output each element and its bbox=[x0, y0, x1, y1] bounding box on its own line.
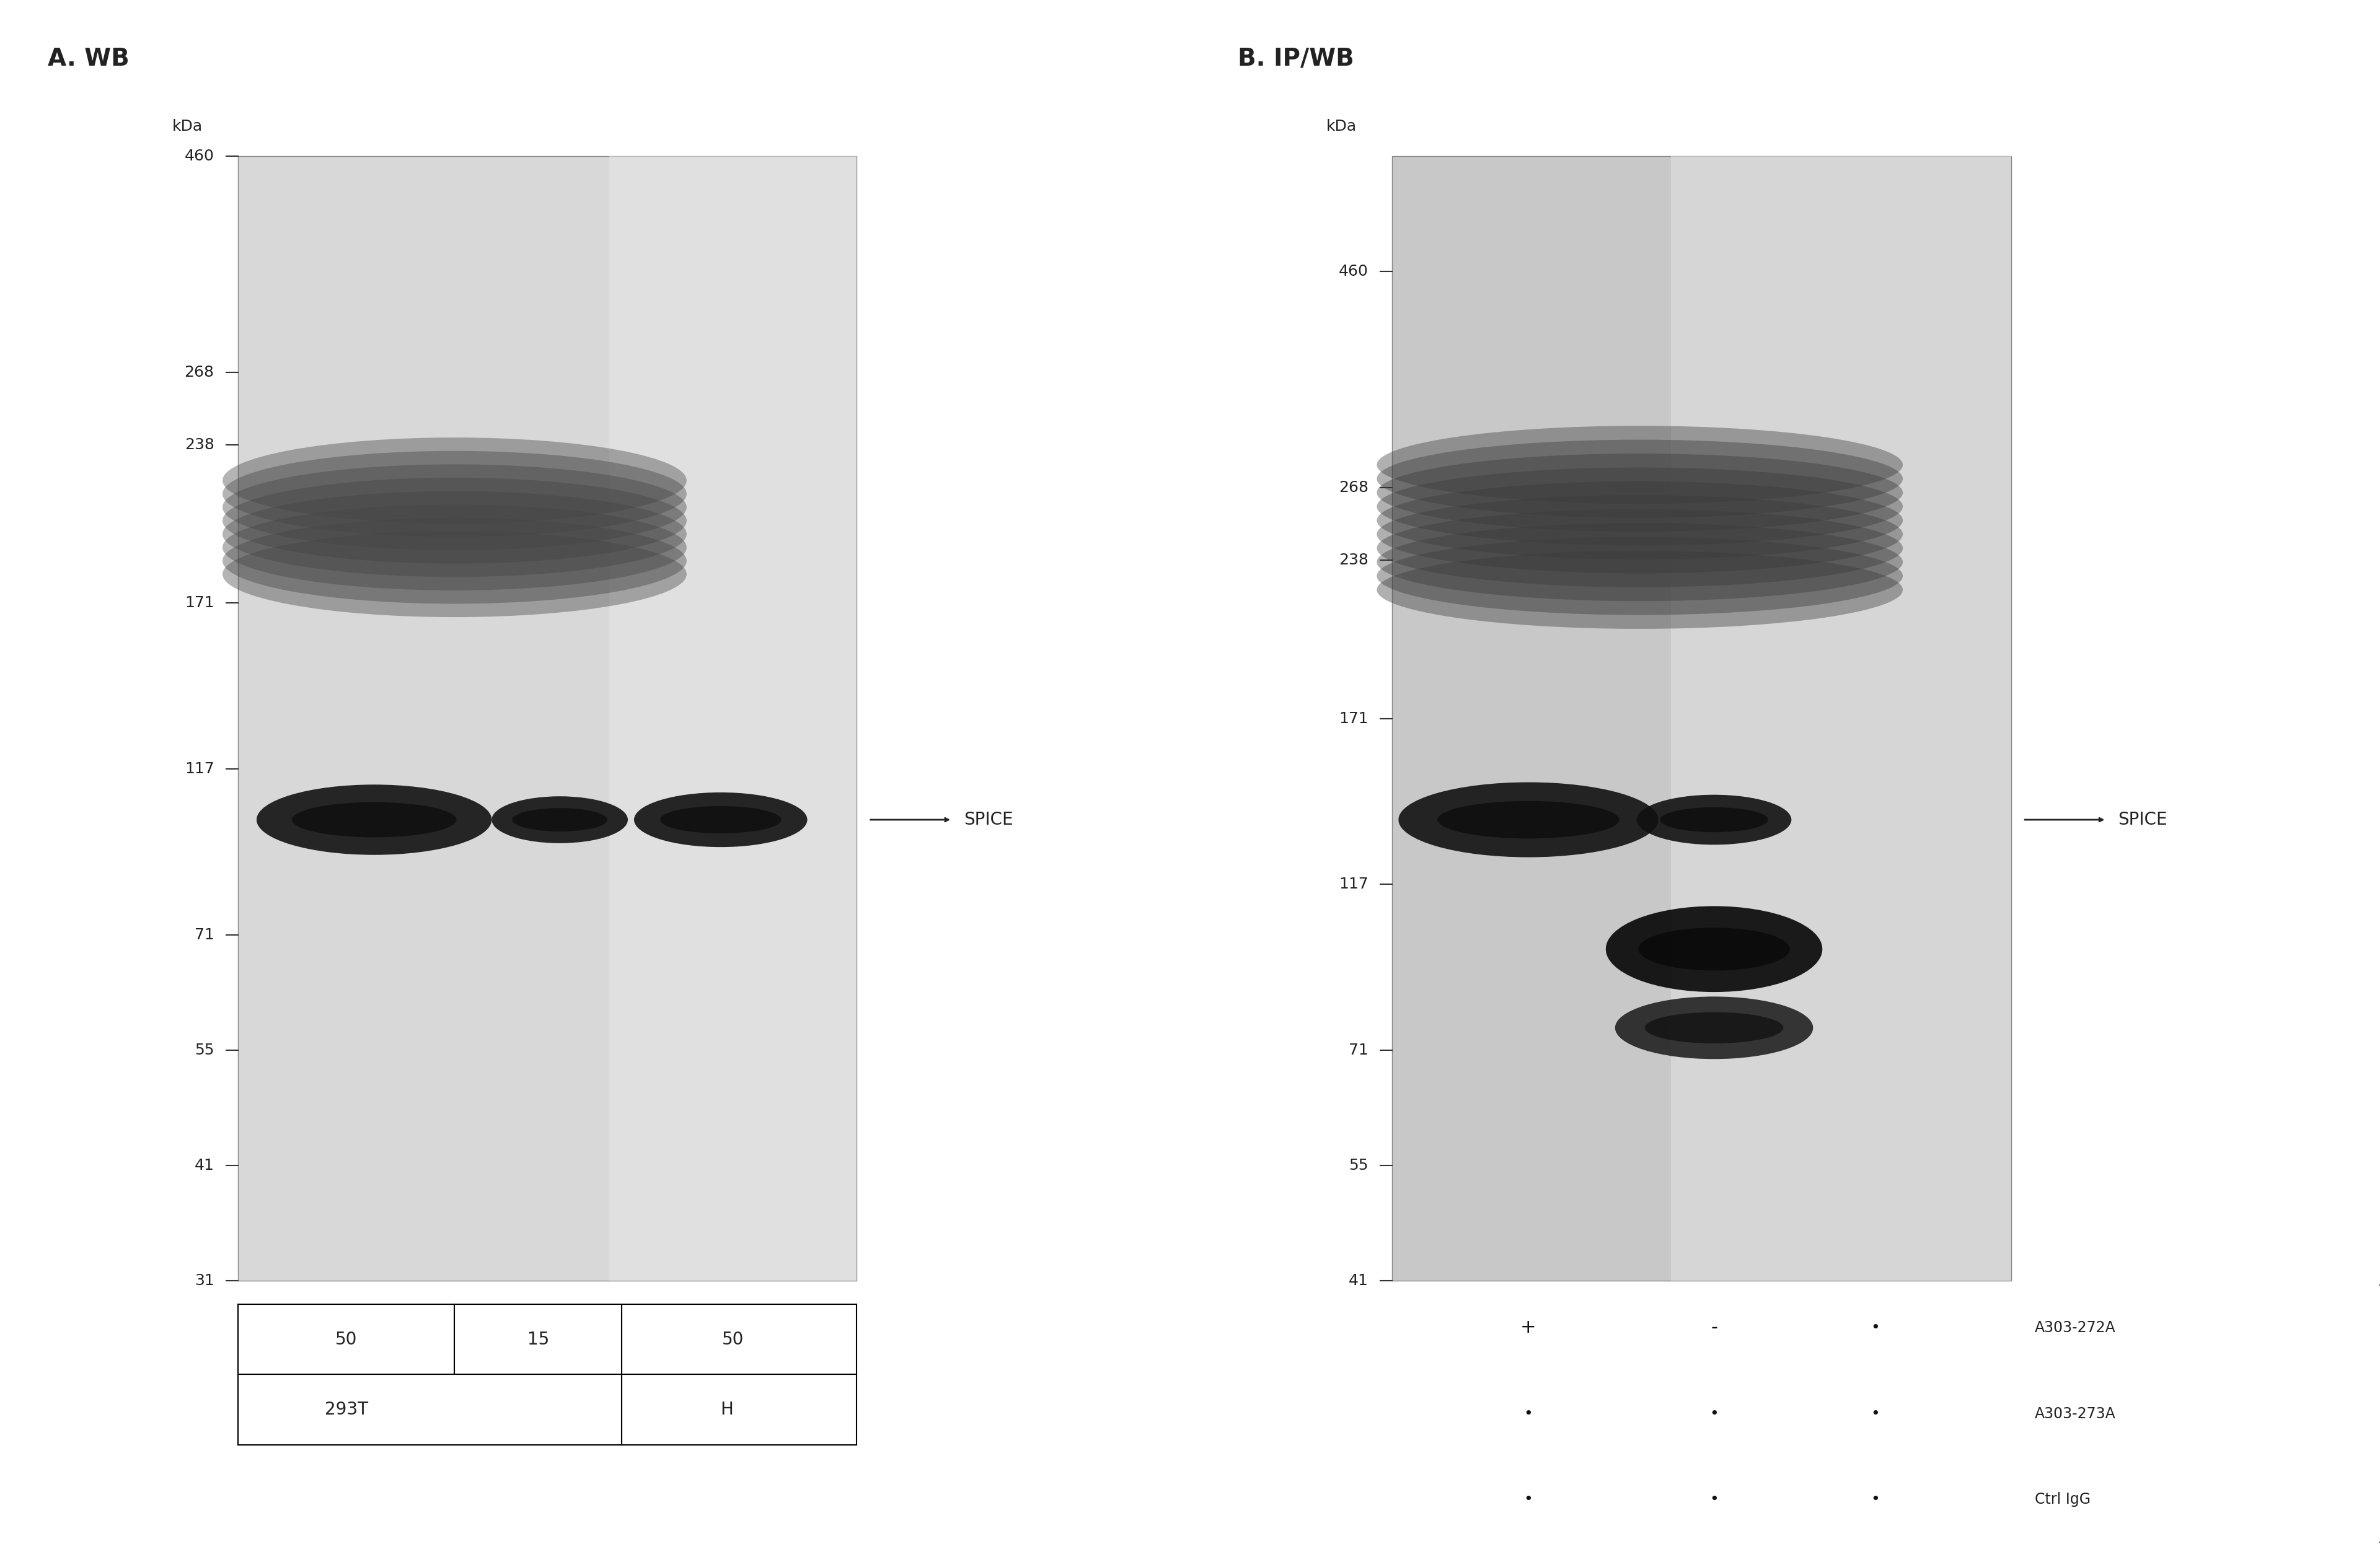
Ellipse shape bbox=[224, 437, 688, 523]
Ellipse shape bbox=[1606, 906, 1823, 992]
Text: A303-273A: A303-273A bbox=[2035, 1406, 2116, 1421]
Ellipse shape bbox=[1438, 801, 1618, 839]
Ellipse shape bbox=[1376, 495, 1904, 573]
Ellipse shape bbox=[224, 531, 688, 617]
Text: SPICE: SPICE bbox=[2118, 811, 2168, 828]
Ellipse shape bbox=[1616, 997, 1814, 1059]
Text: 171: 171 bbox=[1340, 711, 1368, 726]
Text: B. IP/WB: B. IP/WB bbox=[1238, 47, 1354, 70]
Ellipse shape bbox=[1376, 439, 1904, 517]
Text: •: • bbox=[1523, 1492, 1533, 1507]
Ellipse shape bbox=[1376, 467, 1904, 545]
Ellipse shape bbox=[493, 797, 628, 843]
Text: 71: 71 bbox=[1349, 1043, 1368, 1057]
Text: 55: 55 bbox=[195, 1043, 214, 1057]
Ellipse shape bbox=[1376, 509, 1904, 587]
Text: 268: 268 bbox=[183, 366, 214, 380]
Ellipse shape bbox=[1376, 481, 1904, 559]
Text: 55: 55 bbox=[1349, 1157, 1368, 1173]
Text: A. WB: A. WB bbox=[48, 47, 129, 70]
Text: 50: 50 bbox=[721, 1331, 745, 1348]
Text: •: • bbox=[1709, 1406, 1718, 1421]
Text: 41: 41 bbox=[195, 1157, 214, 1173]
Text: 238: 238 bbox=[186, 437, 214, 451]
Text: 117: 117 bbox=[1340, 876, 1368, 892]
Text: SPICE: SPICE bbox=[964, 811, 1014, 828]
Text: +: + bbox=[1521, 1318, 1537, 1337]
Text: •: • bbox=[1871, 1320, 1880, 1336]
Ellipse shape bbox=[224, 519, 688, 604]
Text: 15: 15 bbox=[528, 1331, 550, 1348]
Ellipse shape bbox=[257, 784, 493, 854]
Text: -: - bbox=[1711, 1318, 1718, 1337]
Bar bbox=[609, 156, 857, 1281]
Text: 171: 171 bbox=[186, 595, 214, 611]
Text: 71: 71 bbox=[195, 928, 214, 942]
Ellipse shape bbox=[293, 803, 457, 837]
Ellipse shape bbox=[1376, 551, 1904, 629]
Ellipse shape bbox=[224, 490, 688, 576]
Ellipse shape bbox=[659, 806, 781, 834]
Text: 293T: 293T bbox=[324, 1401, 369, 1418]
Ellipse shape bbox=[1376, 426, 1904, 505]
Text: 460: 460 bbox=[1340, 264, 1368, 280]
Text: 41: 41 bbox=[1349, 1273, 1368, 1289]
Text: •: • bbox=[1709, 1492, 1718, 1507]
Text: •: • bbox=[1871, 1492, 1880, 1507]
Ellipse shape bbox=[1376, 453, 1904, 531]
Ellipse shape bbox=[224, 451, 688, 537]
Text: Ctrl IgG: Ctrl IgG bbox=[2035, 1492, 2090, 1507]
Ellipse shape bbox=[1376, 537, 1904, 615]
Bar bbox=[1392, 156, 2011, 1281]
Text: 460: 460 bbox=[186, 148, 214, 164]
Text: 31: 31 bbox=[195, 1273, 214, 1289]
Text: 117: 117 bbox=[186, 762, 214, 776]
Text: H: H bbox=[721, 1401, 733, 1418]
Text: kDa: kDa bbox=[1326, 119, 1357, 134]
Ellipse shape bbox=[224, 478, 688, 564]
Text: kDa: kDa bbox=[171, 119, 202, 134]
Text: 268: 268 bbox=[1338, 481, 1368, 495]
Ellipse shape bbox=[512, 808, 607, 831]
Ellipse shape bbox=[633, 792, 807, 847]
Ellipse shape bbox=[1399, 783, 1659, 858]
Ellipse shape bbox=[224, 464, 688, 550]
Text: •: • bbox=[1871, 1406, 1880, 1421]
Ellipse shape bbox=[1637, 928, 1790, 970]
Text: 50: 50 bbox=[336, 1331, 357, 1348]
Text: A303-272A: A303-272A bbox=[2035, 1320, 2116, 1336]
Ellipse shape bbox=[1376, 523, 1904, 601]
Ellipse shape bbox=[1637, 795, 1792, 845]
Bar bbox=[238, 156, 857, 1281]
Ellipse shape bbox=[1645, 1012, 1783, 1043]
Text: 238: 238 bbox=[1340, 553, 1368, 567]
Text: •: • bbox=[1523, 1406, 1533, 1421]
Bar bbox=[1671, 156, 2011, 1281]
Ellipse shape bbox=[224, 505, 688, 590]
Ellipse shape bbox=[1659, 808, 1768, 833]
